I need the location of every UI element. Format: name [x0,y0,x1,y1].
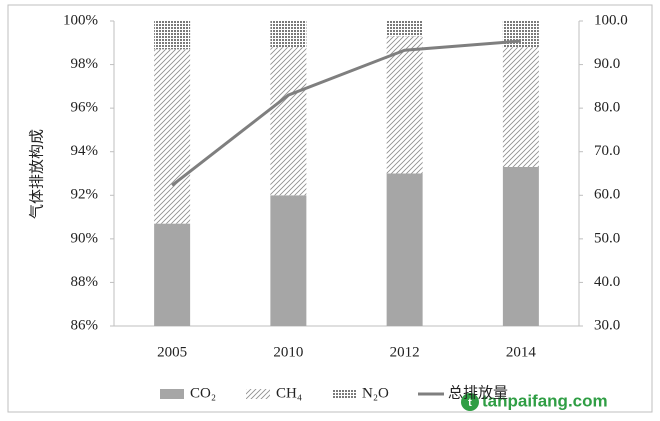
bar-segment [270,47,307,196]
y-tick-label: 96% [71,100,99,116]
bar-segment [270,21,307,48]
y2-tick-label: 60.0 [594,187,620,203]
y-tick-label: 98% [71,56,99,72]
legend-label: N₂O [362,385,389,401]
legend-swatch [332,389,356,399]
bar-segment [386,21,423,37]
x-tick-label: 2005 [157,344,187,360]
legend-swatch [160,389,184,399]
y-tick-label: 100% [63,12,98,28]
watermark: tanpaifang.com [482,391,608,410]
y-axis-label: 气体排放构成 [28,129,45,219]
bar-segment [154,49,191,224]
watermark-logo: t [461,393,479,411]
legend-label: 总排放量 [448,384,508,401]
y2-tick-label: 40.0 [594,274,620,290]
y-tick-label: 86% [71,317,99,333]
y-tick-label: 90% [71,230,99,246]
y2-tick-label: 100.0 [594,12,628,28]
y-tick-label: 92% [71,187,99,203]
bar-segment [154,223,191,326]
x-tick-label: 2010 [273,344,303,360]
legend-label: CH₄ [276,385,302,401]
bar-segment [154,21,191,50]
x-tick-label: 2014 [506,344,537,360]
bar-segment [270,195,307,326]
y2-tick-label: 90.0 [594,56,620,72]
legend-swatch [246,389,270,399]
bar-segment [386,173,423,326]
x-tick-label: 2012 [390,344,420,360]
y2-tick-label: 30.0 [594,317,620,333]
y2-tick-label: 50.0 [594,230,620,246]
chart-frame [7,4,653,413]
y2-tick-label: 70.0 [594,143,620,159]
svg-text:t: t [468,397,472,409]
y2-tick-label: 80.0 [594,100,620,116]
line-series [171,39,521,187]
bar-segment [386,36,423,174]
bar-segment [502,166,539,326]
bar-segment [502,47,539,167]
y-tick-label: 88% [71,274,99,290]
y-tick-label: 94% [71,143,99,159]
legend-label: CO₂ [190,385,216,401]
